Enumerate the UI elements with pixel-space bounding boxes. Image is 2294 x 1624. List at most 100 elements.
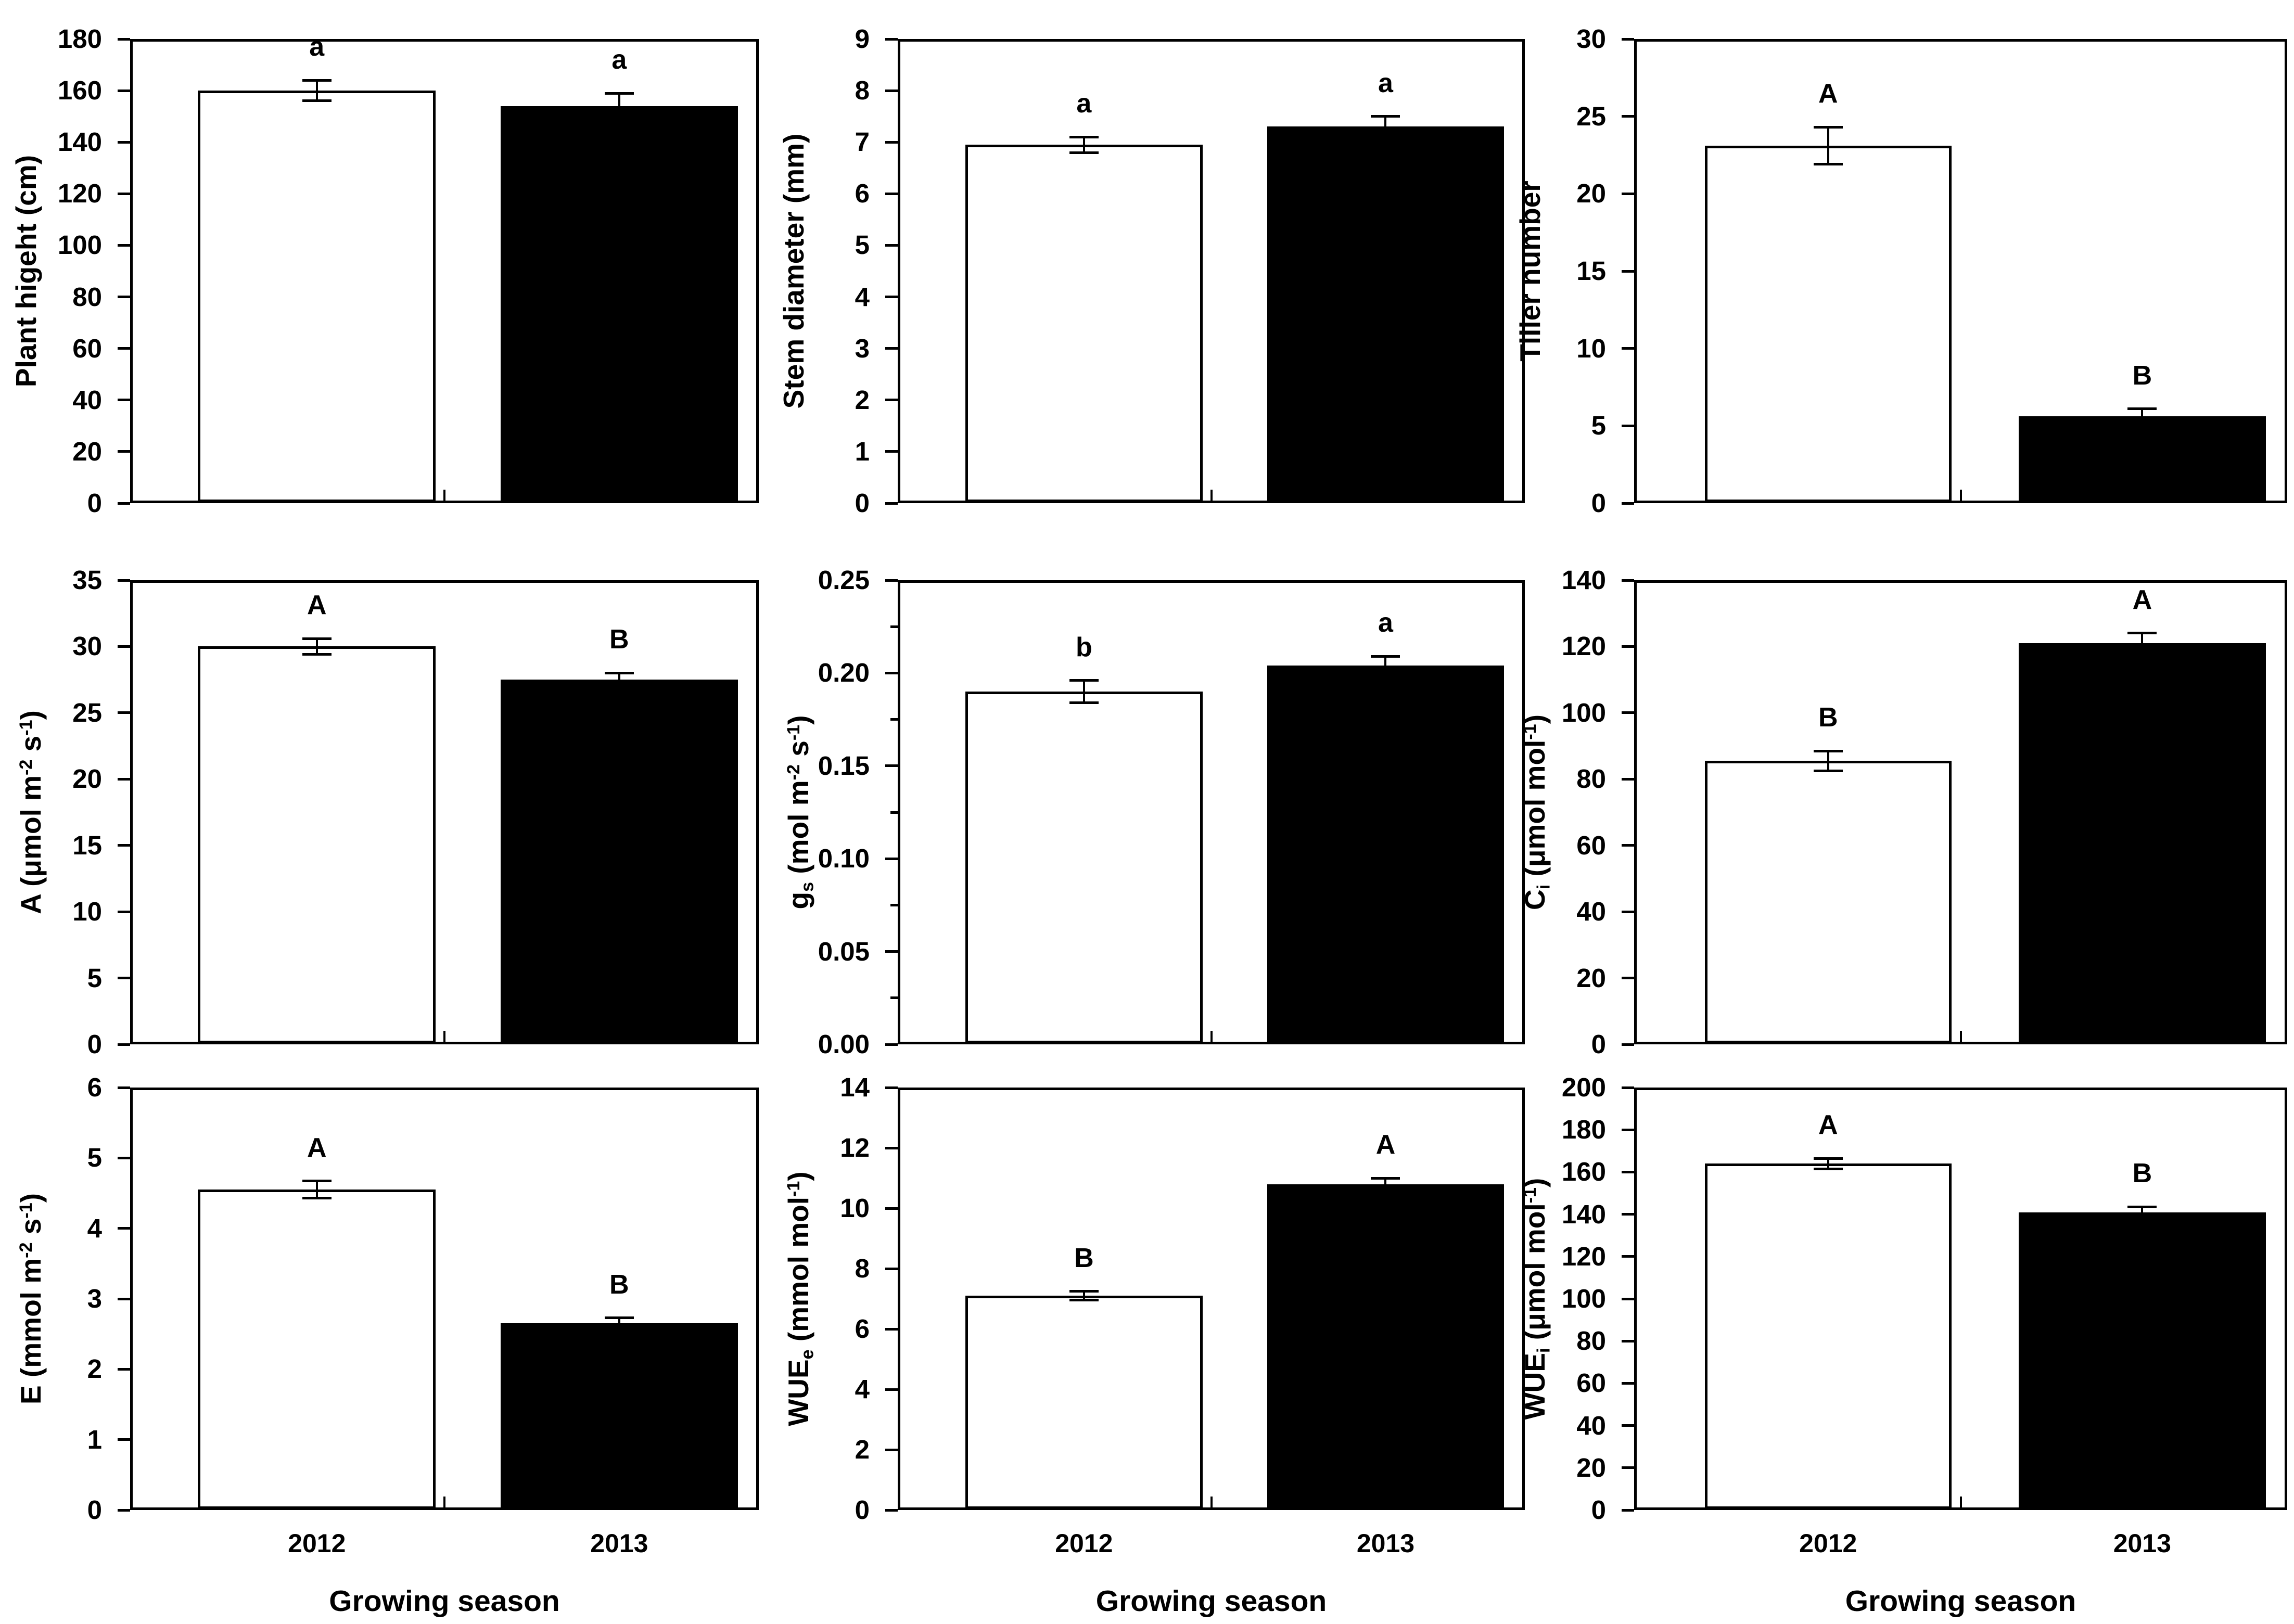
y-tick: [1622, 502, 1634, 505]
y-axis-label-segment: i: [1534, 1348, 1554, 1353]
y-tick-label: 20: [72, 436, 102, 466]
y-tick: [1622, 270, 1634, 273]
error-cap-bottom: [1069, 701, 1099, 704]
y-tick-label: 0.10: [818, 843, 870, 874]
y-tick-label: 14: [840, 1072, 870, 1102]
y-tick-label: 0: [87, 488, 102, 518]
error-bar: [1082, 680, 1085, 703]
y-tick: [885, 37, 898, 41]
y-tick: [1622, 1466, 1634, 1469]
significance-letter: A: [2132, 584, 2152, 615]
bar-2013: [1267, 126, 1505, 502]
y-tick: [118, 192, 130, 195]
bar-2013: [500, 680, 738, 1043]
x-center-tick: [1210, 1497, 1213, 1508]
y-axis-label: A (μmol m-2 s-1): [8, 580, 47, 1044]
significance-letter: B: [609, 1269, 629, 1300]
y-tick: [118, 37, 130, 41]
y-axis-label-segment: ): [15, 1193, 47, 1203]
y-axis-label-segment: E (mmol m: [15, 1258, 47, 1404]
y-tick: [118, 1367, 130, 1371]
y-tick: [1622, 1086, 1634, 1089]
bar-2012: [965, 1296, 1203, 1509]
error-cap-bottom: [302, 1196, 332, 1199]
bar-2012: [1704, 146, 1952, 502]
error-cap-bottom: [1813, 163, 1843, 166]
y-axis-label-segment: -2: [784, 764, 804, 781]
y-tick: [1622, 977, 1634, 980]
y-tick-label: 0: [1591, 488, 1606, 518]
significance-letter: B: [2132, 1158, 2152, 1189]
y-tick-label: 120: [1561, 1241, 1606, 1271]
error-bar: [315, 1181, 318, 1198]
y-tick: [118, 140, 130, 144]
x-center-tick: [1959, 1497, 1962, 1508]
y-tick-label: 5: [87, 1143, 102, 1173]
y-axis-label-segment: A (μmol m: [15, 775, 47, 914]
y-tick-label: 6: [87, 1072, 102, 1102]
y-tick-label: 10: [72, 897, 102, 927]
error-bar: [2141, 408, 2144, 417]
x-tick-label-2013: 2013: [590, 1529, 648, 1558]
y-axis-label-segment: s: [797, 881, 818, 892]
y-tick: [118, 645, 130, 648]
y-tick-label: 25: [1576, 101, 1606, 131]
x-center-tick: [1210, 1031, 1213, 1042]
y-axis-label-segment: ): [782, 1171, 815, 1181]
y-tick-label: 30: [1576, 24, 1606, 54]
error-cap-top: [1069, 1290, 1099, 1293]
y-tick-label: 15: [72, 830, 102, 860]
y-tick: [118, 399, 130, 402]
y-axis-label-segment: -1: [16, 1203, 36, 1219]
y-tick-label: 0.20: [818, 658, 870, 688]
error-bar: [1082, 1291, 1085, 1300]
y-tick-label: 8: [855, 75, 870, 106]
x-axis-title: Growing season: [1095, 1584, 1327, 1618]
x-center-tick: [443, 490, 445, 501]
y-tick-label: 40: [72, 385, 102, 415]
bar-2013: [2019, 1212, 2266, 1509]
y-tick: [118, 910, 130, 913]
y-tick: [118, 502, 130, 505]
x-center-tick: [1959, 490, 1962, 501]
y-tick-label: 7: [855, 127, 870, 157]
error-cap-top: [302, 79, 332, 82]
y-axis-label-segment: ): [15, 710, 47, 720]
y-axis-label-segment: s: [15, 1218, 47, 1243]
y-tick-label: 100: [57, 230, 102, 260]
y-tick: [885, 399, 898, 402]
bar-2012: [1704, 1163, 1952, 1509]
bar-2012: [965, 145, 1203, 502]
y-tick-label: 0: [1591, 1029, 1606, 1059]
x-axis-title: Growing season: [1845, 1584, 2076, 1618]
significance-letter: a: [1378, 608, 1393, 638]
error-bar: [315, 638, 318, 655]
error-cap-top: [1371, 655, 1400, 658]
bar-2012: [198, 1190, 436, 1509]
error-cap-top: [1371, 1177, 1400, 1180]
bar-2012: [1704, 761, 1952, 1043]
error-cap-top: [1069, 135, 1099, 138]
y-tick: [885, 192, 898, 195]
error-cap-top: [1371, 115, 1400, 118]
y-axis-label-segment: ): [1519, 1178, 1551, 1188]
y-tick-label: 4: [855, 282, 870, 312]
y-axis-label-segment: -1: [1520, 724, 1540, 740]
y-tick: [118, 450, 130, 453]
y-tick: [885, 450, 898, 453]
error-bar: [618, 93, 620, 106]
x-tick-label-2013: 2013: [1356, 1529, 1415, 1558]
significance-letter: A: [307, 1132, 327, 1163]
error-cap-bottom: [1813, 769, 1843, 772]
significance-letter: a: [1378, 68, 1393, 98]
significance-letter: A: [1818, 1110, 1838, 1140]
y-tick-label: 40: [1576, 1410, 1606, 1440]
error-bar: [618, 673, 620, 680]
y-tick-label: 12: [840, 1133, 870, 1162]
error-cap-top: [604, 1316, 634, 1320]
y-tick: [1622, 711, 1634, 714]
y-tick-label: 5: [1591, 411, 1606, 441]
y-axis-label: Ci (μmol mol-1): [1512, 580, 1554, 1044]
y-tick-label: 15: [1576, 256, 1606, 286]
